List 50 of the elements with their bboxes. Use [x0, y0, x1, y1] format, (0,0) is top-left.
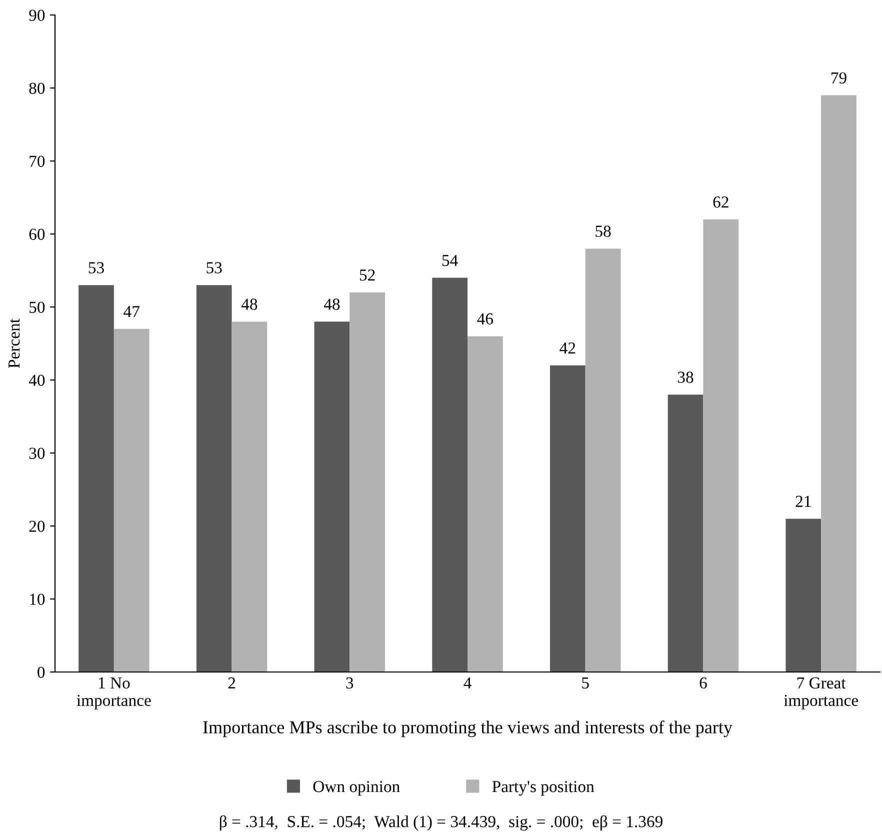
x-tick-label: 6: [700, 677, 707, 689]
bar: [350, 292, 385, 672]
y-tick-label: 50: [30, 302, 45, 313]
y-tick-label: 20: [29, 520, 45, 532]
bar: [668, 394, 704, 672]
data-label: 47: [124, 306, 140, 318]
bar: [550, 365, 586, 672]
y-tick-label: 70: [30, 156, 45, 167]
y-tick-label: 40: [28, 374, 45, 386]
data-label: 54: [442, 254, 458, 266]
data-label: 21: [796, 496, 811, 507]
x-tick-label: 4: [464, 677, 472, 688]
bar: [78, 285, 114, 672]
bar: [114, 328, 150, 672]
legend-label: Party's position: [492, 781, 594, 796]
data-label: 58: [596, 226, 611, 237]
x-tick-label: 2: [228, 677, 236, 688]
x-tick-label: 3: [346, 677, 354, 689]
text: β = .314, S.E. = .054; Wald (1) = 34.439, sig. = .000; eβ = 1.369: [220, 815, 662, 831]
x-tick-label: 1 No importance: [76, 677, 151, 710]
data-label: 79: [832, 72, 846, 84]
bar: [703, 219, 739, 672]
y-tick-label: 10: [30, 594, 45, 605]
y-axis-title: Percent: [8, 318, 20, 368]
data-label: 48: [324, 298, 340, 310]
data-label: 42: [560, 342, 576, 354]
y-tick-label: 30: [29, 448, 45, 459]
bar: [821, 95, 856, 672]
data-label: 53: [88, 262, 104, 274]
data-label: 62: [713, 196, 728, 208]
x-tick-label: 5: [582, 678, 589, 689]
y-tick-label: 80: [29, 82, 45, 94]
bar: [585, 248, 621, 672]
x-axis-title: Importance MPs ascribe to promoting the views and interests of the party: [203, 720, 732, 738]
data-label: 48: [241, 298, 258, 310]
bar: [314, 322, 350, 672]
bar: [232, 322, 268, 672]
bar: [432, 278, 468, 672]
bar: [196, 285, 232, 672]
y-tick-label: 60: [29, 228, 45, 240]
x-tick-label: 7 Great importance: [784, 677, 858, 710]
legend-label: Own opinion: [313, 781, 400, 796]
data-label: 53: [206, 262, 222, 274]
y-tick-label: 0: [38, 666, 45, 678]
data-label: 38: [678, 372, 694, 383]
bar: [786, 518, 822, 672]
data-label: 52: [360, 269, 375, 281]
y-tick-label: 90: [29, 10, 45, 21]
data-label: 46: [477, 313, 494, 324]
bar: [468, 336, 503, 672]
